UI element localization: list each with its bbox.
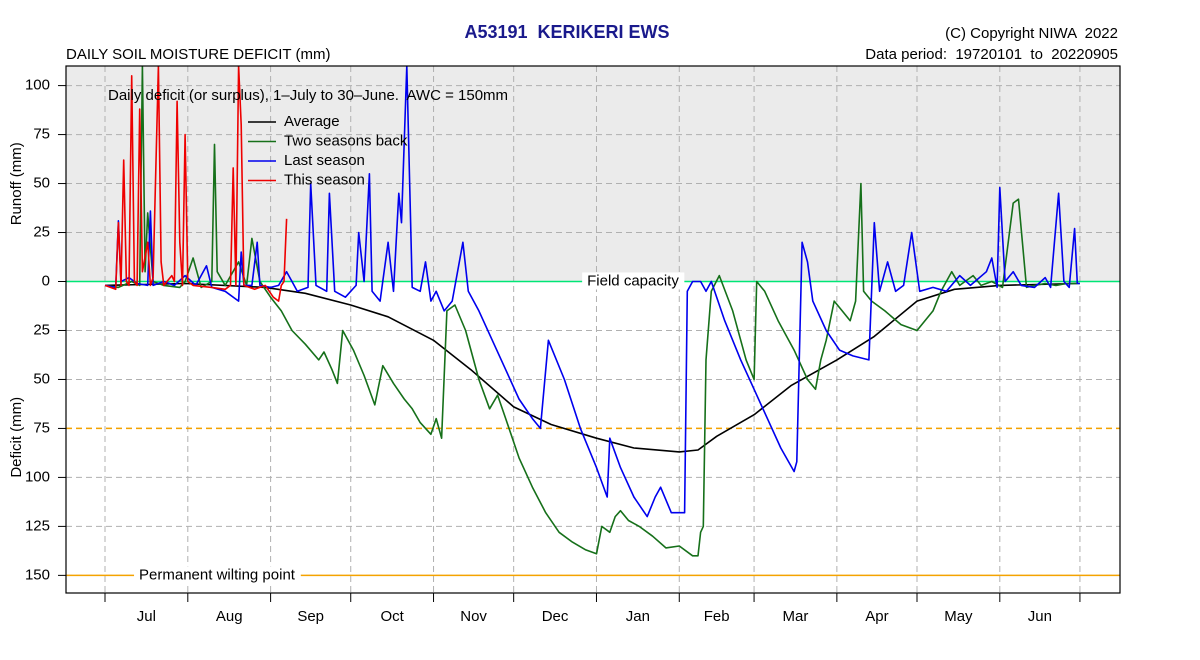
label-background	[582, 272, 685, 290]
y-tick-label: 100	[25, 468, 50, 485]
x-tick-label: Nov	[460, 608, 487, 625]
series	[104, 66, 1080, 557]
x-tick-label: Jan	[626, 608, 650, 625]
x-tick-label: May	[944, 608, 973, 625]
label-background	[134, 566, 301, 584]
x-tick-label: Oct	[380, 608, 404, 625]
series-line	[104, 66, 1080, 518]
series	[104, 66, 288, 302]
y-tick-label: 0	[42, 272, 50, 289]
data-period: Data period: 19720101 to 20220905	[865, 46, 1118, 63]
x-tick-label: Mar	[783, 608, 809, 625]
series-line	[104, 66, 1080, 557]
x-tick-label: Dec	[542, 608, 569, 625]
reference-label: Permanent wilting point	[139, 566, 296, 583]
series-line	[104, 66, 288, 302]
y-axis-label: Deficit (mm)	[8, 397, 25, 478]
legend-label: Average	[284, 113, 340, 130]
y-tick-label: 50	[33, 370, 50, 387]
chart-title: A53191 KERIKERI EWS	[464, 22, 669, 42]
y-tick-label: 75	[33, 126, 50, 143]
legend-label: Two seasons back	[284, 132, 408, 149]
copyright: (C) Copyright NIWA 2022	[945, 25, 1118, 42]
x-tick-label: Apr	[865, 608, 888, 625]
y-axis-label: Runoff (mm)	[8, 142, 25, 225]
y-tick-label: 100	[25, 77, 50, 94]
x-tick-label: Jun	[1028, 608, 1052, 625]
y-tick-label: 50	[33, 175, 50, 192]
x-tick-label: Feb	[704, 608, 730, 625]
plot-frame	[65, 65, 1121, 594]
legend-label: Last season	[284, 152, 365, 169]
series-line	[104, 282, 1078, 453]
y-tick-label: 25	[33, 321, 50, 338]
x-tick-label: Sep	[297, 608, 324, 625]
x-tick-label: Aug	[216, 608, 243, 625]
x-tick-label: Jul	[137, 608, 156, 625]
y-tick-label: 150	[25, 566, 50, 583]
reference-label: Field capacity	[587, 272, 679, 289]
y-tick-label: 75	[33, 419, 50, 436]
legend-label: This season	[284, 171, 365, 188]
annotation: Daily deficit (or surplus), 1–July to 30…	[108, 87, 508, 104]
series	[104, 282, 1078, 453]
series	[104, 66, 1080, 518]
y-tick-label: 125	[25, 517, 50, 534]
subtitle: DAILY SOIL MOISTURE DEFICIT (mm)	[66, 46, 330, 63]
y-tick-label: 25	[33, 223, 50, 240]
